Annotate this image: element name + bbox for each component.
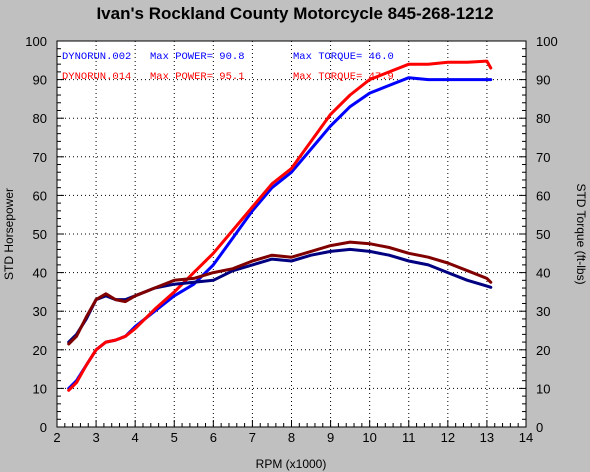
y-tick-label-left: 50 bbox=[33, 227, 47, 242]
x-tick-label: 10 bbox=[362, 430, 376, 445]
x-tick-label: 11 bbox=[402, 430, 416, 445]
x-tick-label: 2 bbox=[53, 430, 60, 445]
legend-power-2: Max POWER= 95.1 bbox=[150, 71, 245, 83]
x-tick-label: 6 bbox=[210, 430, 217, 445]
series-line-dynorun-014-torque bbox=[67, 240, 493, 346]
legend-run-2: DYNORUN.014 bbox=[62, 71, 131, 83]
y-tick-label-left: 60 bbox=[33, 188, 47, 203]
x-tick-label: 13 bbox=[480, 430, 494, 445]
y-tick-label-right: 40 bbox=[536, 266, 550, 281]
y-tick-label-left: 90 bbox=[33, 73, 47, 88]
legend-power-1: Max POWER= 90.8 bbox=[150, 51, 245, 63]
y-tick-label-right: 100 bbox=[536, 34, 558, 49]
y-tick-label-left: 30 bbox=[33, 304, 47, 319]
y-tick-label-right: 80 bbox=[536, 111, 550, 126]
y-tick-label-left: 0 bbox=[40, 420, 47, 435]
y-tick-label-left: 100 bbox=[25, 34, 47, 49]
x-axis-label: RPM (x1000) bbox=[256, 457, 327, 471]
y-tick-label-left: 10 bbox=[33, 381, 47, 396]
chart-title: Ivan's Rockland County Motorcycle 845-26… bbox=[96, 4, 493, 23]
y-tick-label-right: 20 bbox=[536, 343, 550, 358]
y-axis-right-label: STD Torque (ft-lbs) bbox=[574, 183, 588, 284]
y-tick-label-right: 50 bbox=[536, 227, 550, 242]
y-tick-label-right: 0 bbox=[536, 420, 543, 435]
x-tick-label: 4 bbox=[132, 430, 139, 445]
y-tick-label-left: 40 bbox=[33, 266, 47, 281]
legend-torque-2: Max TORQUE= 47.9 bbox=[293, 71, 394, 83]
x-tick-label: 14 bbox=[519, 430, 533, 445]
grid-lines bbox=[56, 40, 527, 428]
y-tick-label-right: 70 bbox=[536, 150, 550, 165]
y-axis-left-label: STD Horsepower bbox=[2, 188, 16, 280]
x-tick-label: 7 bbox=[249, 430, 256, 445]
y-tick-label-right: 10 bbox=[536, 381, 550, 396]
y-tick-label-left: 70 bbox=[33, 150, 47, 165]
y-tick-label-right: 30 bbox=[536, 304, 550, 319]
series-lines bbox=[67, 59, 493, 392]
x-tick-label: 12 bbox=[441, 430, 455, 445]
y-tick-label-left: 20 bbox=[33, 343, 47, 358]
legend-run-1: DYNORUN.002 bbox=[62, 51, 131, 63]
x-tick-label: 5 bbox=[171, 430, 178, 445]
x-tick-label: 8 bbox=[288, 430, 295, 445]
legend-torque-1: Max TORQUE= 46.0 bbox=[293, 51, 394, 63]
y-tick-label-right: 90 bbox=[536, 73, 550, 88]
series-line-dynorun-014-power bbox=[67, 59, 493, 392]
legend: DYNORUN.002 Max POWER= 90.8 Max TORQUE= … bbox=[62, 51, 394, 83]
x-tick-label: 9 bbox=[327, 430, 334, 445]
y-tick-label-left: 80 bbox=[33, 111, 47, 126]
x-tick-label: 3 bbox=[92, 430, 99, 445]
y-tick-label-right: 60 bbox=[536, 188, 550, 203]
